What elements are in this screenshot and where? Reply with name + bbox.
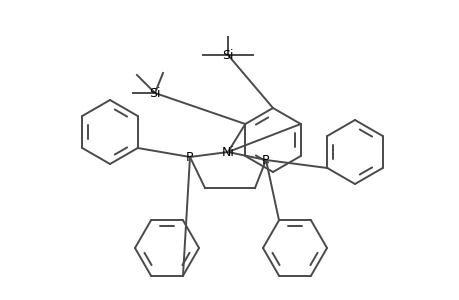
Text: P: P bbox=[186, 151, 193, 164]
Text: P: P bbox=[262, 154, 269, 166]
Text: Si: Si bbox=[222, 49, 233, 62]
Text: Si: Si bbox=[149, 86, 160, 100]
Text: Ni: Ni bbox=[221, 146, 234, 158]
